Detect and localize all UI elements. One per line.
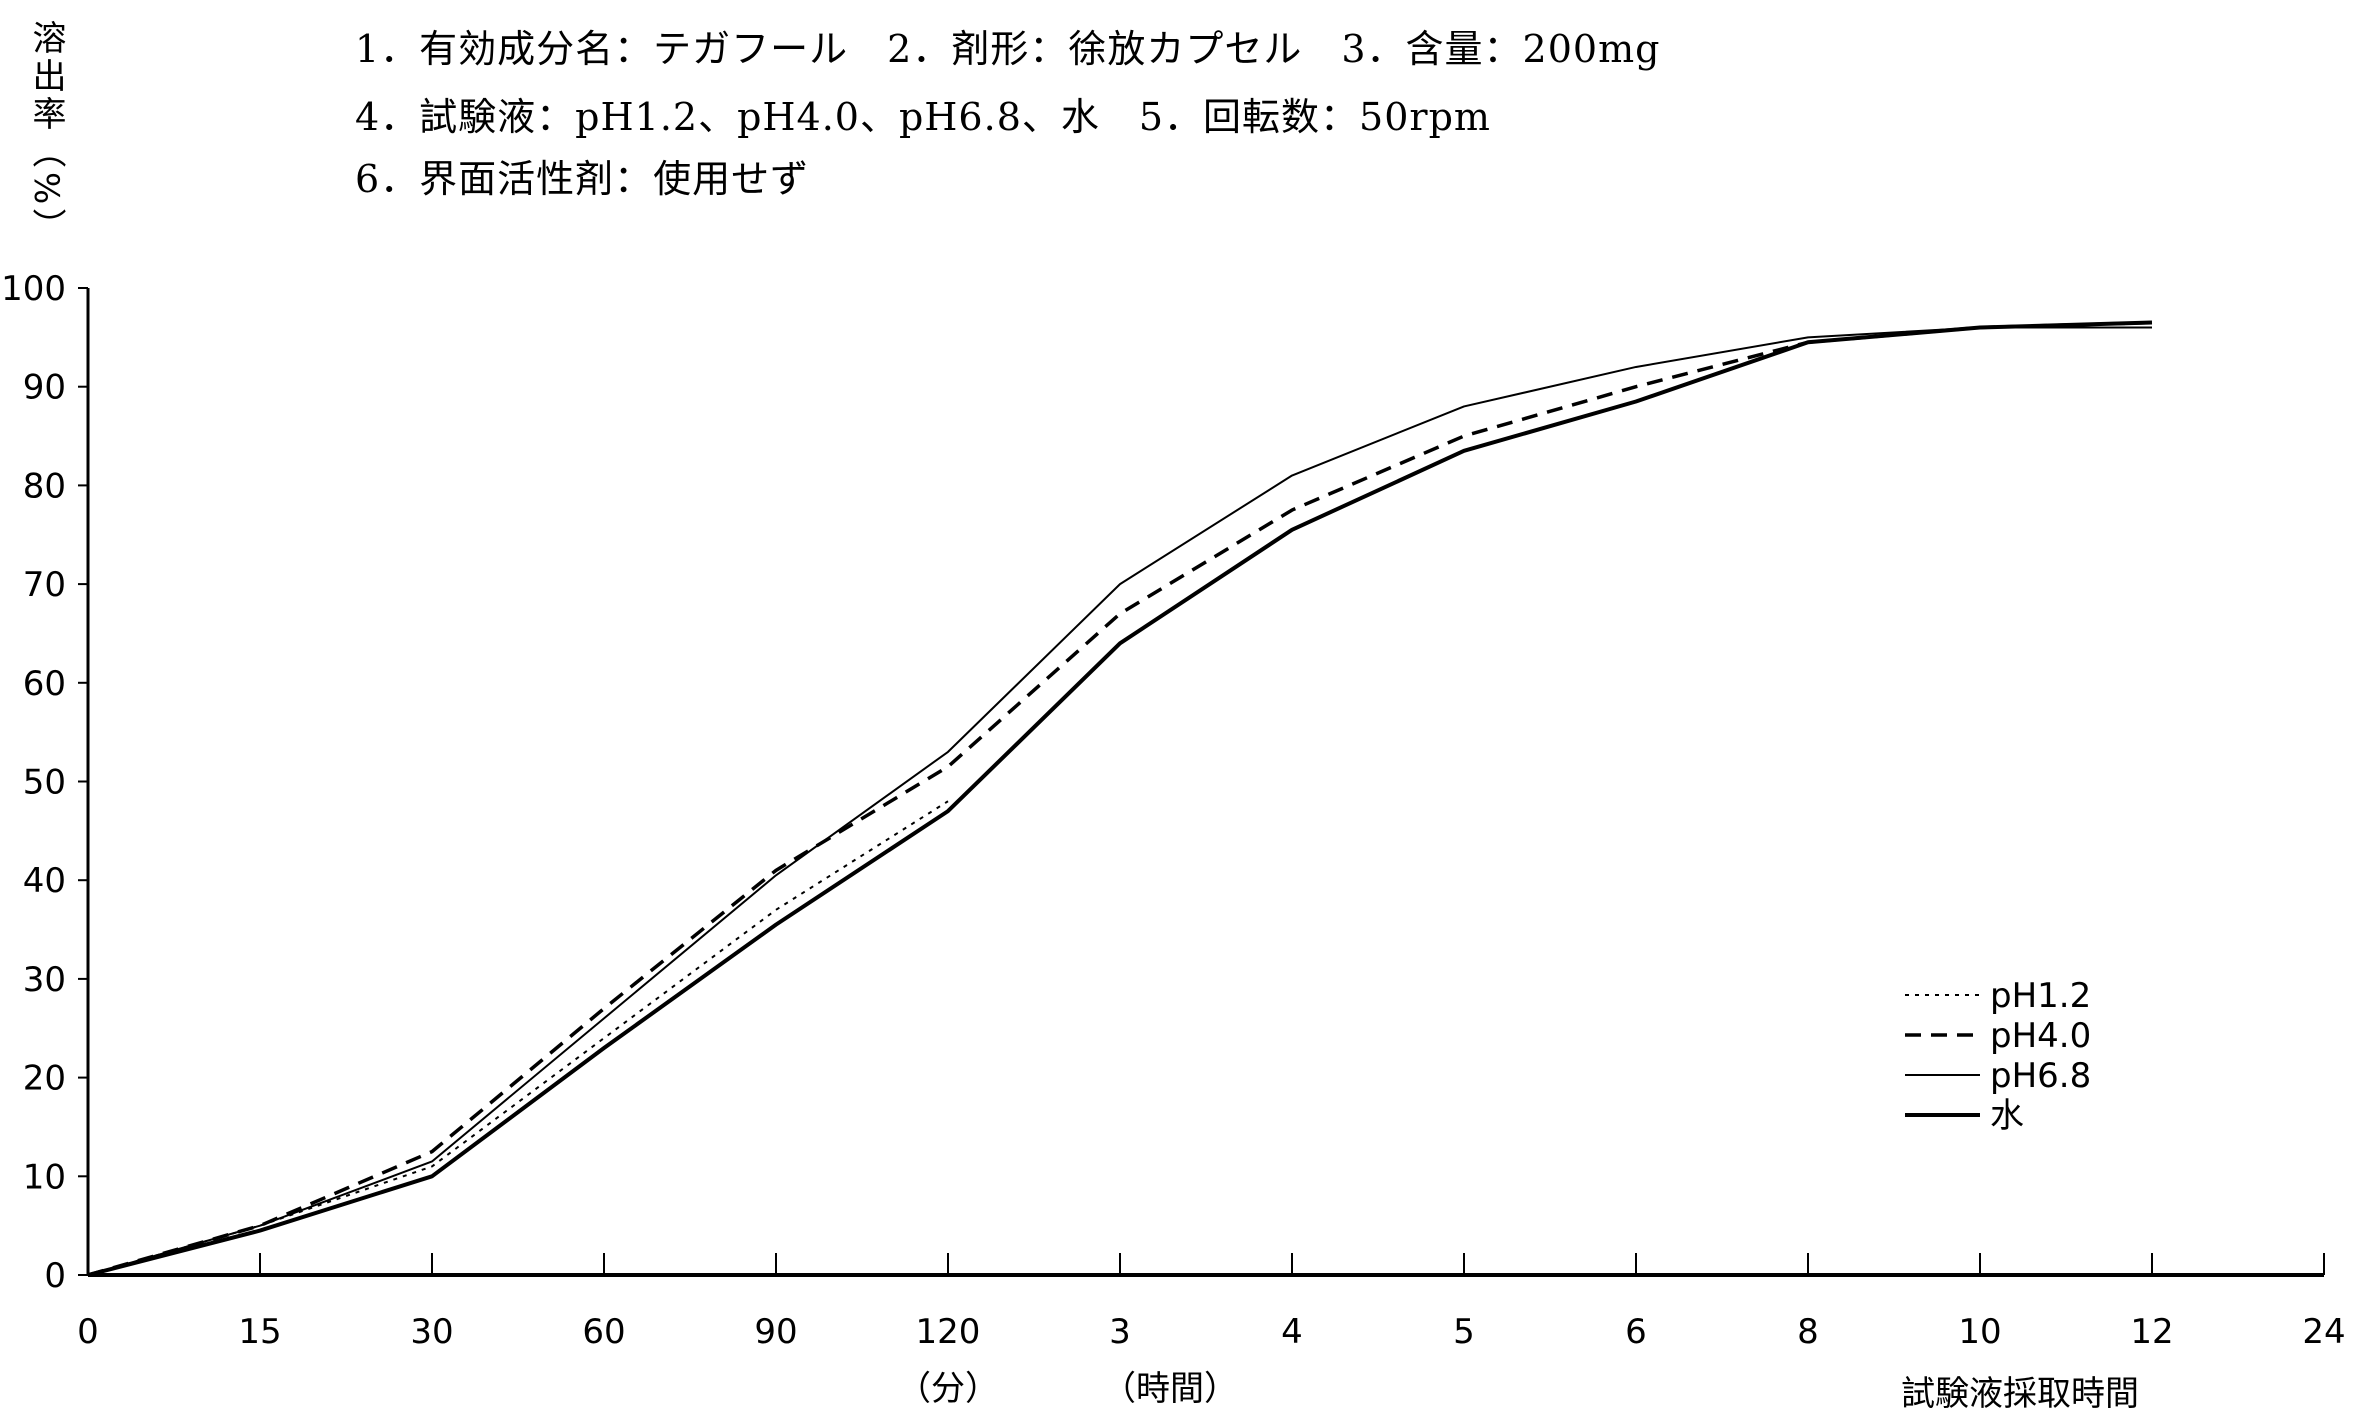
series-line-水: [87, 320, 2153, 1277]
y-tick-label: 90: [23, 368, 66, 408]
x-axis-label: 試験液採取時間: [1901, 1374, 2139, 1414]
y-tick-label: 100: [1, 269, 66, 309]
y-tick-label: 60: [23, 664, 66, 704]
x-tick-label: 0: [77, 1312, 99, 1352]
y-tick-label: 0: [44, 1256, 66, 1296]
series-line-pH1.2: [87, 800, 949, 1276]
x-tick-label: 4: [1281, 1312, 1303, 1352]
x-tick-label: 120: [916, 1312, 981, 1352]
series-line-pH6.8: [87, 326, 2152, 1276]
x-tick-label: 8: [1797, 1312, 1819, 1352]
legend-label: 水: [1990, 1096, 2024, 1136]
x-unit-hours: （時間）: [1102, 1369, 1238, 1409]
x-tick-label: 30: [410, 1312, 453, 1352]
x-tick-label: 60: [582, 1312, 625, 1352]
condition-line-1: 1．有効成分名：テガフール 2．剤形：徐放カプセル 3．含量：200mg: [355, 27, 1661, 71]
x-tick-label: 12: [2130, 1312, 2173, 1352]
legend-label: pH4.0: [1990, 1016, 2091, 1056]
x-tick-label: 10: [1958, 1312, 2001, 1352]
y-tick-label: 80: [23, 466, 66, 506]
x-unit-minutes: （分）: [897, 1369, 999, 1409]
x-tick-label: 24: [2302, 1312, 2345, 1352]
y-tick-label: 20: [23, 1059, 66, 1099]
legend-label: pH6.8: [1990, 1056, 2091, 1096]
y-tick-label: 10: [23, 1157, 66, 1197]
legend-label: pH1.2: [1990, 976, 2091, 1016]
series-line-pH4.0: [87, 320, 2153, 1277]
y-tick-label: 70: [23, 565, 66, 605]
y-tick-label: 50: [23, 763, 66, 803]
x-tick-label: 5: [1453, 1312, 1475, 1352]
condition-line-2: 4．試験液：pH1.2、pH4.0、pH6.8、水 5．回転数：50rpm: [355, 95, 1491, 139]
x-tick-label: 15: [238, 1312, 281, 1352]
y-tick-label: 30: [23, 960, 66, 1000]
condition-line-3: 6．界面活性剤：使用せず: [355, 157, 810, 201]
x-tick-label: 3: [1109, 1312, 1131, 1352]
x-tick-label: 6: [1625, 1312, 1647, 1352]
y-axis-label: 溶出率（%）: [26, 20, 66, 247]
y-tick-label: 40: [23, 861, 66, 901]
x-tick-label: 90: [754, 1312, 797, 1352]
